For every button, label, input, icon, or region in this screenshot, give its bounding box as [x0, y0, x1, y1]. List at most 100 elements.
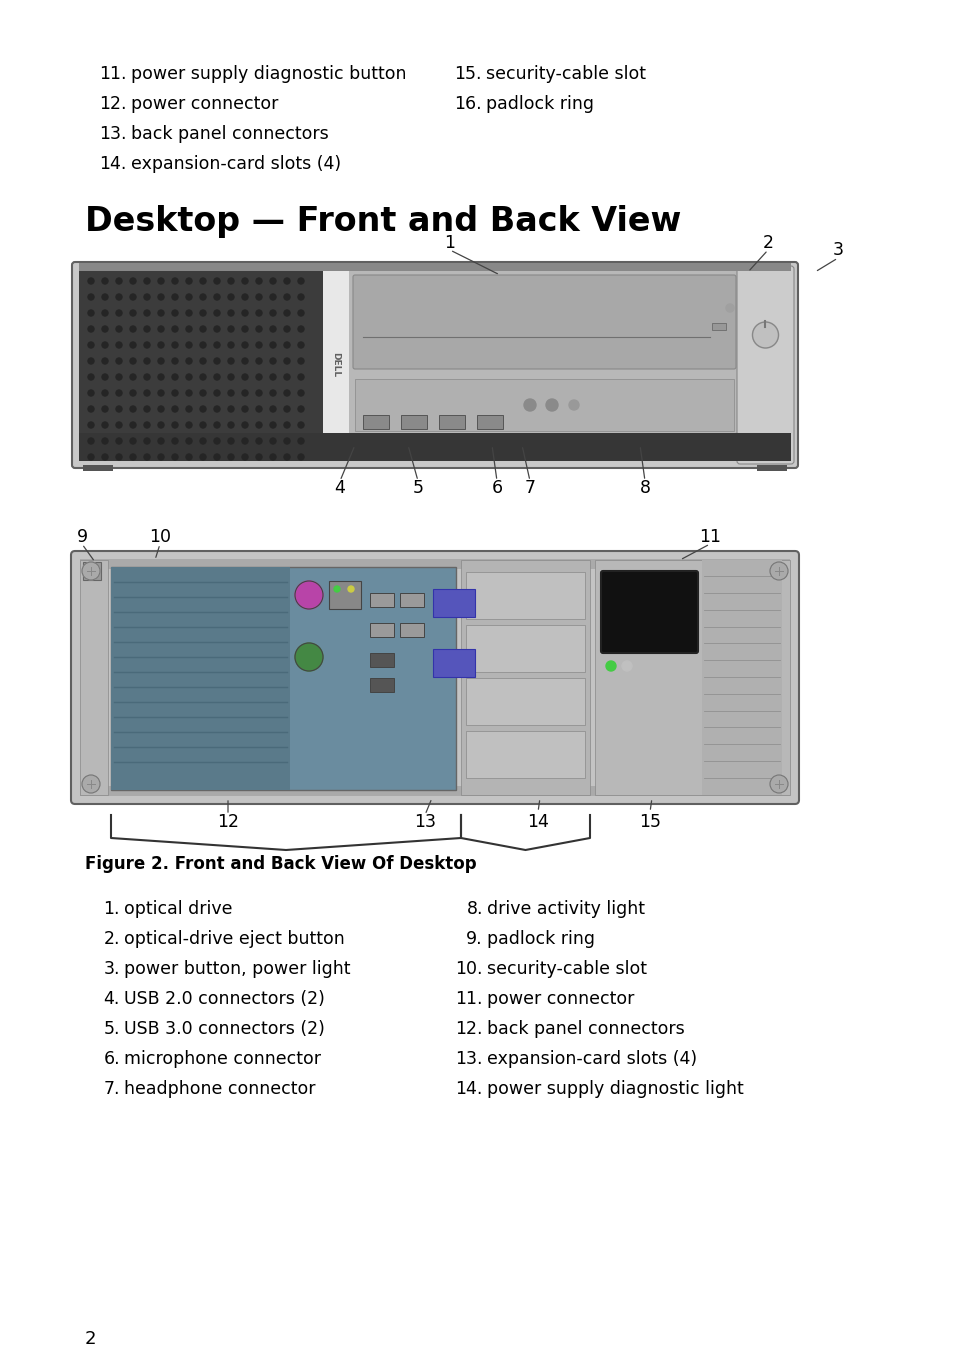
Text: security-cable slot: security-cable slot — [485, 66, 645, 83]
Text: 12: 12 — [216, 813, 239, 831]
Circle shape — [270, 310, 275, 316]
Circle shape — [172, 358, 178, 363]
Text: 1: 1 — [444, 234, 455, 251]
Circle shape — [172, 374, 178, 380]
Circle shape — [284, 326, 290, 332]
Bar — [476, 415, 502, 429]
Text: 14.: 14. — [99, 154, 127, 173]
Bar — [329, 581, 360, 609]
Bar — [399, 593, 423, 607]
Circle shape — [172, 422, 178, 428]
Circle shape — [88, 391, 94, 396]
Circle shape — [213, 358, 220, 363]
Text: 11: 11 — [699, 529, 720, 546]
Text: 8.: 8. — [466, 900, 482, 918]
Circle shape — [172, 326, 178, 332]
Circle shape — [545, 399, 558, 411]
Circle shape — [769, 561, 787, 581]
Circle shape — [270, 358, 275, 363]
Text: 4.: 4. — [104, 990, 120, 1008]
Circle shape — [186, 342, 192, 348]
Circle shape — [186, 310, 192, 316]
Circle shape — [130, 294, 136, 301]
Circle shape — [297, 358, 304, 363]
Text: 14: 14 — [526, 813, 548, 831]
Circle shape — [186, 279, 192, 284]
Circle shape — [102, 374, 108, 380]
Text: 1.: 1. — [103, 900, 120, 918]
Circle shape — [130, 358, 136, 363]
Circle shape — [284, 374, 290, 380]
Bar — [433, 589, 475, 617]
Circle shape — [186, 294, 192, 301]
Text: 16.: 16. — [454, 96, 481, 113]
Circle shape — [213, 279, 220, 284]
Circle shape — [116, 342, 122, 348]
Text: optical-drive eject button: optical-drive eject button — [124, 930, 344, 948]
Circle shape — [102, 326, 108, 332]
Text: USB 3.0 connectors (2): USB 3.0 connectors (2) — [124, 1020, 325, 1038]
Circle shape — [130, 342, 136, 348]
Circle shape — [242, 438, 248, 444]
Text: 7.: 7. — [103, 1081, 120, 1098]
Circle shape — [88, 438, 94, 444]
Bar — [83, 464, 112, 471]
Circle shape — [82, 775, 100, 794]
Circle shape — [228, 406, 233, 413]
Circle shape — [130, 406, 136, 413]
Circle shape — [297, 391, 304, 396]
Circle shape — [297, 454, 304, 460]
Circle shape — [158, 374, 164, 380]
Circle shape — [270, 342, 275, 348]
Circle shape — [102, 294, 108, 301]
Circle shape — [172, 310, 178, 316]
Circle shape — [228, 342, 233, 348]
Circle shape — [144, 391, 150, 396]
Bar — [80, 560, 108, 795]
Circle shape — [130, 326, 136, 332]
Circle shape — [116, 279, 122, 284]
Circle shape — [270, 279, 275, 284]
Circle shape — [297, 326, 304, 332]
Circle shape — [228, 279, 233, 284]
Circle shape — [200, 342, 206, 348]
Circle shape — [144, 358, 150, 363]
Bar — [370, 623, 394, 637]
Bar — [79, 433, 790, 460]
Bar — [79, 269, 327, 460]
Circle shape — [102, 422, 108, 428]
FancyBboxPatch shape — [71, 550, 799, 805]
Circle shape — [102, 358, 108, 363]
Circle shape — [172, 391, 178, 396]
Circle shape — [144, 326, 150, 332]
Circle shape — [213, 406, 220, 413]
Circle shape — [297, 422, 304, 428]
Circle shape — [228, 326, 233, 332]
Circle shape — [242, 374, 248, 380]
Text: security-cable slot: security-cable slot — [486, 960, 646, 978]
Circle shape — [284, 310, 290, 316]
Circle shape — [621, 661, 631, 671]
Circle shape — [158, 294, 164, 301]
Text: padlock ring: padlock ring — [485, 96, 594, 113]
Circle shape — [102, 406, 108, 413]
Text: power connector: power connector — [131, 96, 278, 113]
Circle shape — [270, 391, 275, 396]
Circle shape — [284, 342, 290, 348]
Bar — [355, 378, 733, 432]
Circle shape — [116, 326, 122, 332]
Circle shape — [200, 454, 206, 460]
Circle shape — [242, 454, 248, 460]
Text: 10: 10 — [149, 529, 171, 546]
Bar — [111, 567, 456, 790]
Bar — [433, 649, 475, 678]
Circle shape — [284, 438, 290, 444]
Circle shape — [200, 358, 206, 363]
Circle shape — [242, 422, 248, 428]
Bar — [595, 560, 789, 795]
Circle shape — [88, 422, 94, 428]
Bar — [438, 415, 464, 429]
Circle shape — [255, 422, 262, 428]
Circle shape — [294, 581, 323, 609]
Circle shape — [568, 400, 578, 410]
